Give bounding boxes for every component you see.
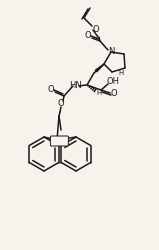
Text: Abs: Abs [54,138,65,143]
Text: H: H [96,90,102,96]
Text: H: H [118,70,124,76]
Text: O: O [93,26,99,35]
Text: HN: HN [70,82,82,90]
Polygon shape [95,64,104,72]
Text: O: O [85,30,91,40]
FancyBboxPatch shape [50,136,68,146]
Text: O: O [111,90,117,98]
Text: OH: OH [107,76,120,86]
Text: N: N [108,48,114,56]
Text: O: O [48,84,54,94]
Text: O: O [58,100,64,108]
